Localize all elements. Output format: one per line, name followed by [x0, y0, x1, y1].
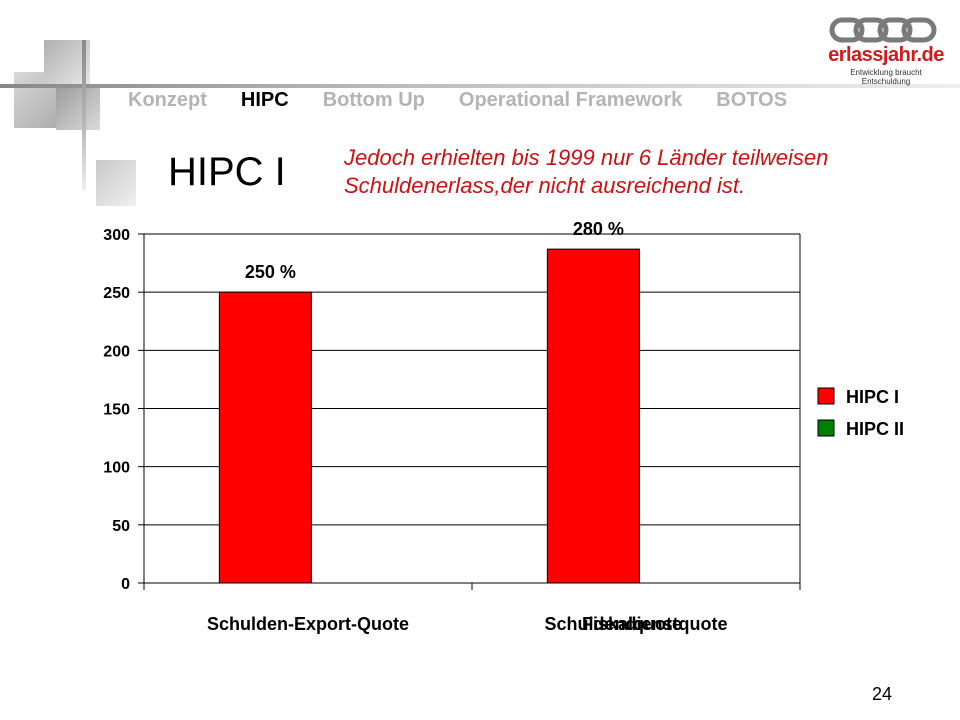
data-label: 280 %: [573, 219, 624, 239]
y-tick-label: 0: [121, 576, 130, 593]
y-tick-label: 150: [103, 402, 130, 419]
legend-swatch: [817, 387, 835, 405]
logo-tagline: Entwicklung braucht Entschuldung: [850, 68, 922, 86]
decor-square: [96, 160, 136, 206]
y-tick-label: 300: [103, 227, 130, 244]
legend-label: HIPC I: [846, 387, 899, 407]
slide-subtitle: Jedoch erhielten bis 1999 nur 6 Länder t…: [344, 145, 829, 198]
y-tick-label: 200: [103, 343, 130, 360]
y-tick-label: 100: [103, 460, 130, 477]
slide-title: HIPC I: [168, 150, 286, 194]
decor-square: [56, 86, 100, 130]
decor-line: [0, 84, 960, 88]
y-tick-label: 250: [103, 285, 130, 302]
nav-item-hipc[interactable]: HIPC: [240, 89, 289, 111]
logo-text: erlassjahr.de: [828, 44, 944, 66]
chain-logo-icon: [829, 17, 937, 43]
nav-item-bottom-up[interactable]: Bottom Up: [322, 89, 425, 111]
top-navigation: Konzept HIPC Bottom Up Operational Frame…: [128, 89, 821, 112]
bar: [218, 291, 312, 584]
y-tick-label: 50: [112, 518, 130, 535]
logo: erlassjahr.de Entwicklung braucht Entsch…: [826, 14, 946, 86]
page-number: 24: [872, 684, 893, 704]
decor-line: [82, 40, 86, 190]
nav-item-operational-framework[interactable]: Operational Framework: [458, 89, 683, 111]
legend-label: HIPC II: [846, 419, 904, 439]
category-label-overlap: Fiskalquote: [582, 614, 682, 634]
category-label: Schuldendienstquote: [544, 614, 727, 634]
data-label: 250 %: [245, 262, 296, 282]
legend-swatch: [817, 419, 835, 437]
nav-item-botos[interactable]: BOTOS: [716, 89, 788, 111]
category-label: Schulden-Export-Quote: [207, 614, 409, 634]
nav-item-konzept[interactable]: Konzept: [128, 89, 207, 111]
bar: [546, 248, 640, 584]
